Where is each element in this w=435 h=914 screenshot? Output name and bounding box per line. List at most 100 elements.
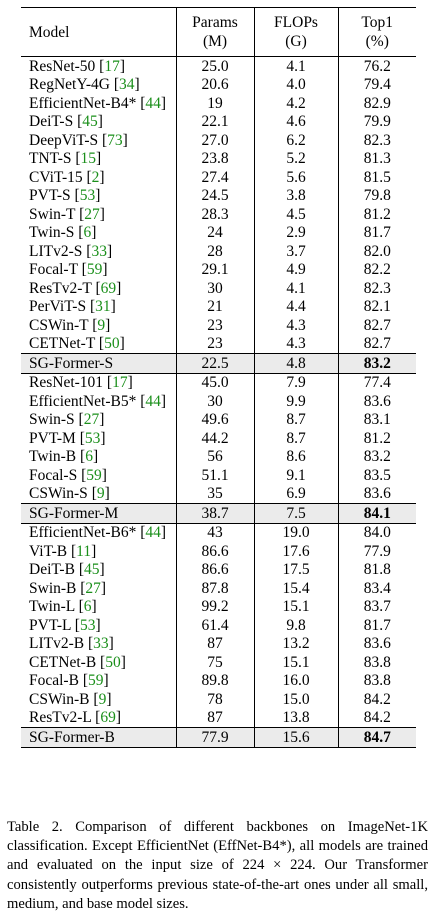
citation-link[interactable]: 53 (84, 429, 101, 447)
citation-link[interactable]: 59 (86, 466, 102, 484)
model-name-cell: RegNetY-4G [34] (29, 76, 140, 93)
top1-cell: 82.7 (337, 316, 416, 335)
top1-cell: 84.2 (337, 690, 416, 709)
model-name-cell: TNT-S [15] (29, 150, 102, 167)
citation-link[interactable]: 17 (104, 57, 120, 75)
top1-cell: 81.2 (337, 205, 416, 224)
model-name: DeiT-S (29, 113, 74, 130)
citation-link[interactable]: 44 (145, 94, 161, 112)
top1-cell: 79.8 (337, 186, 416, 205)
citation-link[interactable]: 27 (85, 579, 101, 597)
citation-link[interactable]: 50 (105, 653, 121, 671)
top1-cell: 81.3 (337, 149, 416, 168)
model-name: Focal-T (29, 261, 78, 278)
citation-link[interactable]: 69 (100, 709, 116, 726)
model-name-cell: Swin-T [27] (29, 205, 105, 223)
citation-link[interactable]: 27 (84, 205, 100, 223)
params-cell: 51.1 (175, 466, 254, 485)
citation-link[interactable]: 59 (87, 672, 104, 689)
model-name: PerViT-S (29, 298, 87, 315)
params-cell: 43 (175, 523, 254, 542)
citation-link[interactable]: 69 (100, 279, 117, 297)
table-row: ViT-B [11] 86.6 17.6 77.9 (21, 542, 416, 561)
citation-link[interactable]: 33 (93, 635, 109, 652)
model-name-cell: PVT-M [53] (29, 429, 106, 447)
model-name: ResNet-101 (29, 374, 104, 391)
flops-cell: 3.8 (253, 186, 338, 205)
model-name-cell: LITv2-B [33] (29, 635, 114, 652)
citation-link[interactable]: 33 (91, 242, 107, 260)
top1-cell: 83.7 (337, 597, 416, 616)
citation-link[interactable]: 9 (97, 316, 106, 334)
model-name: ResTv2-L (29, 709, 92, 726)
citation-link[interactable]: 6 (85, 448, 93, 465)
citation-link[interactable]: 2 (91, 168, 100, 186)
ours-model-name: SG-Former-B (21, 727, 176, 747)
citation-link[interactable]: 50 (104, 335, 120, 352)
model-name: ResTv2-T (29, 279, 92, 297)
table-row: Focal-S [59] 51.1 9.1 83.5 (21, 466, 416, 485)
citation-link[interactable]: 6 (83, 224, 92, 241)
model-name: TNT-S (29, 150, 72, 167)
flops-cell: 8.7 (253, 429, 338, 448)
citation-link[interactable]: 73 (107, 131, 123, 149)
top1-cell: 82.2 (337, 260, 416, 279)
citation-link[interactable]: 44 (145, 524, 161, 541)
params-cell: 21 (175, 297, 254, 316)
table-row: Focal-T [59] 29.1 4.9 82.2 (21, 260, 416, 279)
flops-cell: 17.6 (253, 542, 338, 561)
flops-cell: 4.0 (253, 75, 338, 94)
header-flops: FLOPs (G) (253, 7, 338, 57)
flops-cell: 15.4 (253, 579, 338, 598)
model-name-cell: CSWin-S [9] (29, 485, 110, 502)
flops-cell: 17.5 (253, 560, 338, 579)
top1-cell: 82.3 (337, 131, 416, 150)
params-cell: 23 (175, 316, 254, 335)
ours-params-cell: 77.9 (175, 727, 254, 747)
flops-cell: 15.1 (253, 597, 338, 616)
model-name-cell: DeiT-B [45] (29, 561, 105, 578)
params-cell: 23.8 (175, 149, 254, 168)
citation-link[interactable]: 9 (98, 690, 107, 708)
params-cell: 24.5 (175, 186, 254, 205)
table-row: LITv2-B [33] 87 13.2 83.6 (21, 634, 416, 653)
table-row: EfficientNet-B6* [44] 43 19.0 84.0 (21, 523, 416, 542)
params-cell: 27.0 (175, 131, 254, 150)
table-row: TNT-S [15] 23.8 5.2 81.3 (21, 149, 416, 168)
params-cell: 45.0 (175, 373, 254, 392)
params-cell: 24 (175, 223, 254, 242)
citation-link[interactable]: 31 (95, 298, 111, 315)
citation-link[interactable]: 15 (80, 150, 97, 167)
table-row: PVT-M [53] 44.2 8.7 81.2 (21, 429, 416, 448)
flops-cell: 4.2 (253, 94, 338, 113)
table-row: Twin-B [6] 56 8.6 83.2 (21, 447, 416, 466)
citation-link[interactable]: 53 (79, 187, 96, 204)
flops-cell: 6.2 (253, 131, 338, 150)
model-name-cell: CETNet-B [50] (29, 653, 126, 671)
citation-link[interactable]: 6 (83, 598, 92, 615)
model-name: ResNet-50 (29, 57, 96, 75)
citation-link[interactable]: 53 (79, 616, 96, 634)
citation-link[interactable]: 34 (118, 76, 135, 93)
flops-cell: 13.8 (253, 708, 338, 728)
model-name: CETNet-B (29, 653, 97, 671)
citation-link[interactable]: 9 (96, 485, 105, 502)
params-cell: 29.1 (175, 260, 254, 279)
citation-link[interactable]: 45 (82, 113, 98, 130)
ours-top1-cell: 84.1 (337, 503, 416, 523)
citation-link[interactable]: 59 (86, 261, 103, 278)
ours-row: SG-Former-S 22.5 4.8 83.2 (21, 353, 416, 373)
top1-cell: 84.2 (337, 708, 416, 728)
model-name-cell: EfficientNet-B6* [44] (29, 524, 167, 541)
citation-link[interactable]: 45 (83, 561, 100, 578)
citation-link[interactable]: 27 (83, 411, 100, 428)
top1-cell: 82.3 (337, 279, 416, 298)
ours-row: SG-Former-M 38.7 7.5 84.1 (21, 503, 416, 523)
citation-link[interactable]: 44 (145, 392, 161, 410)
citation-link[interactable]: 17 (112, 374, 128, 391)
ours-flops-cell: 7.5 (253, 503, 338, 523)
ours-flops-cell: 15.6 (253, 727, 338, 747)
citation-link[interactable]: 11 (76, 542, 92, 560)
top1-cell: 82.0 (337, 242, 416, 261)
